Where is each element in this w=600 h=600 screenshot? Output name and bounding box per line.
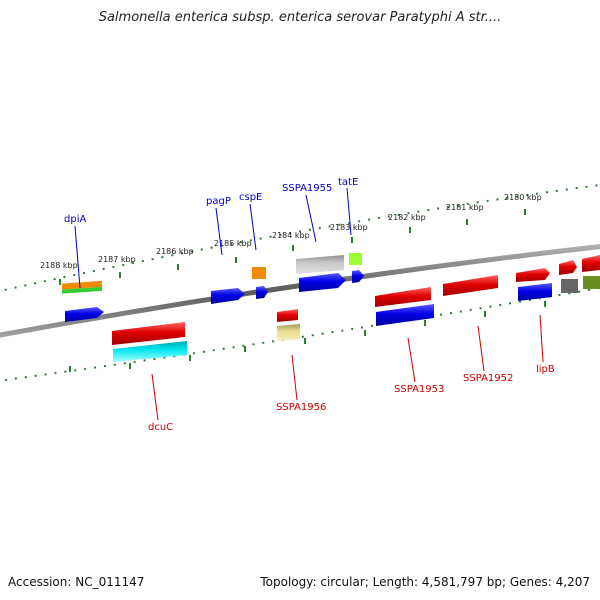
ruler-label-2185: 2185 kbp xyxy=(214,239,252,248)
leader-SSPA1956 xyxy=(291,354,298,401)
gene-arrow-blue-wide[interactable] xyxy=(299,273,346,292)
gene-block-orange-small[interactable] xyxy=(252,267,266,279)
gene-block-orange[interactable] xyxy=(62,280,102,290)
gene-arrow-red-dcuC[interactable] xyxy=(112,322,185,345)
gene-cspE-stack[interactable] xyxy=(252,267,268,299)
gene-arrow-red-2[interactable] xyxy=(443,275,498,296)
gene-arrow-pagP[interactable] xyxy=(211,288,245,304)
ruler-label-2186: 2186 kbp xyxy=(156,247,194,256)
gene-arrow-red-3[interactable] xyxy=(516,268,550,282)
leader-cspE xyxy=(249,203,257,251)
gene-arrow-red-1[interactable] xyxy=(375,287,431,307)
gene-block-gray[interactable] xyxy=(296,255,344,274)
ruler-label-2180: 2180 kbp xyxy=(504,193,542,202)
leader-SSPA1953 xyxy=(407,337,416,383)
gene-arrow-red-4[interactable] xyxy=(559,260,577,275)
gene-block-lime[interactable] xyxy=(349,253,362,265)
gene-label-dcuC[interactable]: dcuC xyxy=(148,422,173,433)
ruler-label-2181: 2181 kbp xyxy=(446,203,484,212)
gene-label-SSPA1952[interactable]: SSPA1952 xyxy=(463,373,513,384)
gene-arrow-red-SSPA1956[interactable] xyxy=(277,309,298,322)
gene-arrow-red-5[interactable] xyxy=(582,255,600,272)
gene-label-cspE[interactable]: cspE xyxy=(239,192,262,203)
gene-block-dark-gray[interactable] xyxy=(561,279,578,293)
gene-arrow-blue-small[interactable] xyxy=(256,286,268,299)
leader-lipB xyxy=(539,314,544,363)
ruler-label-2183: 2183 kbp xyxy=(330,223,368,232)
ruler-label-2182: 2182 kbp xyxy=(388,213,426,222)
topology-text: Topology: circular; Length: 4,581,797 bp… xyxy=(260,575,590,589)
gene-arrow-blue-3[interactable] xyxy=(518,283,552,301)
gene-label-pagP[interactable]: pagP xyxy=(206,196,231,207)
leader-dcuC xyxy=(151,373,159,421)
gene-arrow-blue-tiny[interactable] xyxy=(352,270,364,283)
gene-block-green[interactable] xyxy=(62,286,102,294)
gene-arrow-blue-2[interactable] xyxy=(376,304,434,326)
map-title: Salmonella enterica subsp. enterica sero… xyxy=(98,10,502,25)
leader-SSPA1952 xyxy=(477,325,485,372)
ruler-label-2188: 2188 kbp xyxy=(40,261,78,270)
gene-arrow-blue[interactable] xyxy=(65,307,104,322)
accession-text: Accession: NC_011147 xyxy=(8,575,145,589)
inner-ruler-track xyxy=(4,287,600,381)
gene-label-SSPA1955[interactable]: SSPA1955 xyxy=(282,183,332,194)
gene-label-SSPA1956[interactable]: SSPA1956 xyxy=(276,402,326,413)
leader-pagP xyxy=(215,207,223,256)
ruler-label-2184: 2184 kbp xyxy=(272,231,310,240)
gene-block-cyan-dcuC[interactable] xyxy=(113,341,187,362)
leader-dpiA xyxy=(74,225,81,289)
gene-label-tatE[interactable]: tatE xyxy=(338,177,358,188)
gene-block-khaki-SSPA1956[interactable] xyxy=(277,324,300,341)
ruler-label-2187: 2187 kbp xyxy=(98,255,136,264)
leader-SSPA1955 xyxy=(305,194,317,243)
gene-tatE-stack[interactable] xyxy=(349,253,364,283)
gene-SSPA1955-stack[interactable] xyxy=(296,255,346,292)
gene-block-olive[interactable] xyxy=(583,276,600,289)
gene-label-SSPA1953[interactable]: SSPA1953 xyxy=(394,384,444,395)
ruler-major-ticks xyxy=(59,209,546,372)
gene-label-lipB[interactable]: lipB xyxy=(536,364,555,375)
leader-tatE xyxy=(346,187,352,236)
gene-label-dpiA[interactable]: dpiA xyxy=(64,214,86,225)
gene-dpiA-stack[interactable] xyxy=(62,280,104,322)
